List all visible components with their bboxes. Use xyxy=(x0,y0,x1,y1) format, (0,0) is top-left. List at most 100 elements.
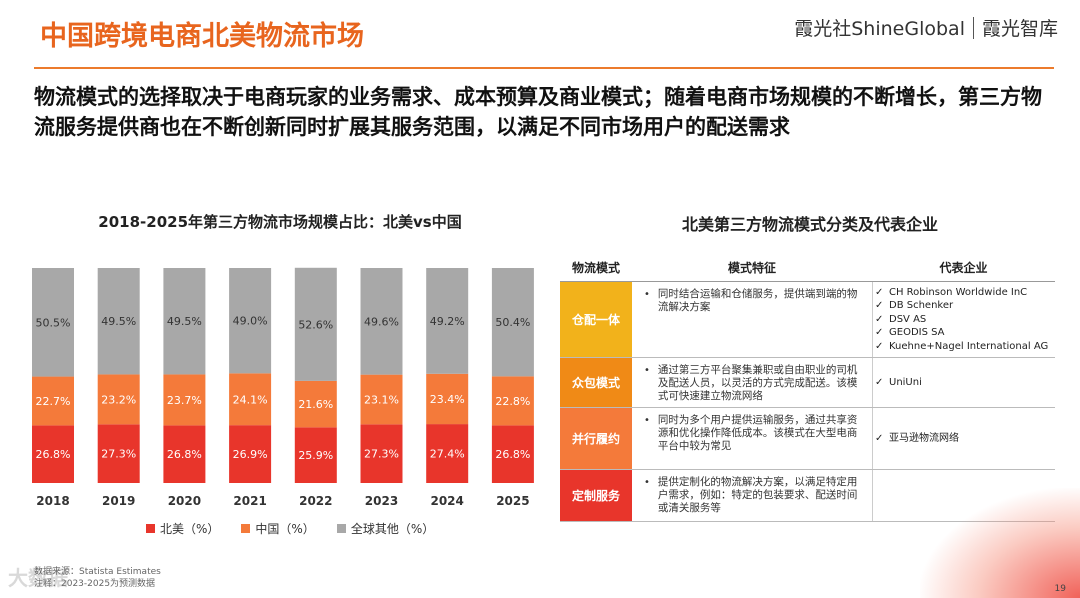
row-mode: 定制服务 xyxy=(560,470,632,521)
logistics-mode-table: 物流模式 模式特征 代表企业 仓配一体 • 同时结合运输和仓储服务，提供端到端的物流… xyxy=(560,254,1055,522)
feature-text: 同时为多个用户提供运输服务，通过共享资源和优化操作降低成本。该模式在大型电商平台… xyxy=(657,414,858,452)
bar-segment xyxy=(97,374,140,425)
data-label: 22.7% xyxy=(36,395,71,408)
check-icon: ✓ xyxy=(875,340,884,352)
table-row: 众包模式 • 通过第三方平台聚集兼职或自由职业的司机及配送人员，以灵活的方式完成配送… xyxy=(560,358,1055,408)
row-feature: • 同时为多个用户提供运输服务，通过共享资源和优化操作降低成本。该模式在大型电商平… xyxy=(632,408,872,469)
legend-swatch xyxy=(241,524,251,533)
row-enterprises xyxy=(872,470,1055,521)
bar-segment xyxy=(294,380,337,428)
x-tick-label: 2024 xyxy=(430,494,463,508)
row-enterprises: ✓ 亚马逊物流网络 xyxy=(872,408,1055,469)
title-divider xyxy=(34,67,1054,69)
table-row: 并行履约 • 同时为多个用户提供运输服务，通过共享资源和优化操作降低成本。该模式在大… xyxy=(560,408,1055,470)
chart-legend: 北美（%） 中国（%） 全球其他（%） xyxy=(146,520,434,537)
row-feature: • 通过第三方平台聚集兼职或自由职业的司机及配送人员，以灵活的方式完成配送。该模式… xyxy=(632,358,872,407)
watermark: 大数据 xyxy=(8,566,68,590)
legend-label: 全球其他（%） xyxy=(350,522,435,536)
bar-segment xyxy=(97,268,140,375)
x-tick-label: 2018 xyxy=(36,494,69,508)
table-row: 定制服务 • 提供定制化的物流解决方案，以满足特定用户需求，例如：特定的包装要求、配… xyxy=(560,470,1055,522)
data-label: 49.6% xyxy=(364,315,399,328)
header-mode: 物流模式 xyxy=(571,261,620,275)
bar-segment xyxy=(229,268,272,374)
data-label: 50.4% xyxy=(495,316,530,329)
data-label: 26.8% xyxy=(495,448,530,461)
bar-segment xyxy=(163,374,206,426)
legend-item-rest-of-world: 全球其他（%） xyxy=(336,520,435,537)
bar-segment xyxy=(163,268,206,375)
enterprise-item: ✓ 亚马逊物流网络 xyxy=(875,432,1055,446)
bar-segment xyxy=(294,427,337,483)
stacked-bar-chart: 26.8% 22.7% 50.5% 2018 27.3% 23.2% 49.5% 2019 26… xyxy=(32,267,534,508)
x-tick-label: 2023 xyxy=(365,494,398,508)
bar-segment xyxy=(426,268,469,374)
enterprise-name: DB Schenker xyxy=(889,300,954,312)
corner-decoration xyxy=(920,488,1080,598)
data-label: 23.4% xyxy=(430,393,465,406)
data-label: 26.8% xyxy=(167,448,202,461)
bar-segment xyxy=(491,268,534,377)
data-label: 49.5% xyxy=(167,315,202,328)
enterprise-name: DSV AS xyxy=(889,313,927,325)
brand-left: 霞光社ShineGlobal xyxy=(794,18,965,40)
data-label: 52.6% xyxy=(298,318,333,331)
x-tick-label: 2019 xyxy=(102,494,135,508)
data-label: 21.6% xyxy=(298,398,333,411)
data-label: 27.3% xyxy=(101,448,136,461)
bar-segment xyxy=(360,424,403,483)
brand-separator xyxy=(972,16,974,39)
header-enterprises: 代表企业 xyxy=(939,261,988,275)
page-subtitle: 物流模式的选择取决于电商玩家的业务需求、成本预算及商业模式；随着电商市场规模的不… xyxy=(34,85,1042,139)
x-tick-label: 2022 xyxy=(299,494,332,508)
enterprise-name: CH Robinson Worldwide InC xyxy=(889,286,1028,298)
enterprise-name: 亚马逊物流网络 xyxy=(889,432,959,444)
legend-swatch xyxy=(336,524,346,533)
table-body: 仓配一体 • 同时结合运输和仓储服务，提供端到端的物流解决方案 ✓ CH Robinso… xyxy=(560,282,1055,522)
bar-segment xyxy=(426,373,469,425)
bullet-icon: • xyxy=(644,415,650,426)
bullet-icon: • xyxy=(644,289,650,300)
bullet-icon: • xyxy=(644,365,650,376)
enterprise-item: ✓ UniUni xyxy=(875,376,1055,390)
data-label: 23.1% xyxy=(364,393,399,406)
table-header: 物流模式 模式特征 代表企业 xyxy=(560,254,1055,282)
data-label: 26.9% xyxy=(233,448,268,461)
bar-segment xyxy=(426,424,469,483)
bar-segment xyxy=(32,425,74,483)
enterprise-item: ✓ DSV AS xyxy=(875,313,1055,327)
row-feature: • 同时结合运输和仓储服务，提供端到端的物流解决方案 xyxy=(632,282,872,357)
legend-swatch xyxy=(146,524,155,533)
brand-right: 霞光智库 xyxy=(981,18,1058,40)
enterprise-item: ✓ GEODIS SA xyxy=(875,326,1055,340)
chart-title: 2018-2025年第三方物流市场规模占比：北美vs中国 xyxy=(98,213,462,231)
data-label: 49.5% xyxy=(101,315,136,328)
bar-segment xyxy=(491,376,534,426)
footnote: 数据来源：Statista Estimates 注释：2023-2025为预测数… xyxy=(34,566,161,590)
enterprise-item: ✓ DB Schenker xyxy=(875,299,1055,313)
x-tick-label: 2020 xyxy=(168,494,201,508)
bar-segment xyxy=(32,376,74,426)
data-label: 24.1% xyxy=(233,393,268,406)
brand-logo: 霞光社ShineGlobal 霞光智库 xyxy=(794,14,1058,41)
bar-segment xyxy=(294,267,337,381)
check-icon: ✓ xyxy=(875,432,884,444)
check-icon: ✓ xyxy=(875,300,884,312)
row-feature: • 提供定制化的物流解决方案，以满足特定用户需求，例如：特定的包装要求、配送时间或… xyxy=(632,470,872,521)
row-mode: 并行履约 xyxy=(560,408,632,469)
row-enterprises: ✓ CH Robinson Worldwide InC ✓ DB Schenker ✓ D… xyxy=(872,282,1055,357)
data-label: 27.3% xyxy=(364,448,399,461)
legend-label: 中国（%） xyxy=(255,522,315,536)
bar-segment xyxy=(32,268,74,377)
data-label: 23.7% xyxy=(167,394,202,407)
bar-segment xyxy=(360,374,403,425)
table-title: 北美第三方物流模式分类及代表企业 xyxy=(681,215,938,234)
page-title: 中国跨境电商北美物流市场 xyxy=(40,21,364,52)
bar-segment xyxy=(491,425,534,483)
bullet-icon: • xyxy=(644,477,650,488)
row-enterprises: ✓ UniUni xyxy=(872,358,1055,407)
bar-segment xyxy=(163,425,206,483)
check-icon: ✓ xyxy=(875,286,884,298)
feature-text: 提供定制化的物流解决方案，以满足特定用户需求，例如：特定的包装要求、配送时间或清… xyxy=(657,476,858,514)
enterprise-name: GEODIS SA xyxy=(889,327,945,339)
